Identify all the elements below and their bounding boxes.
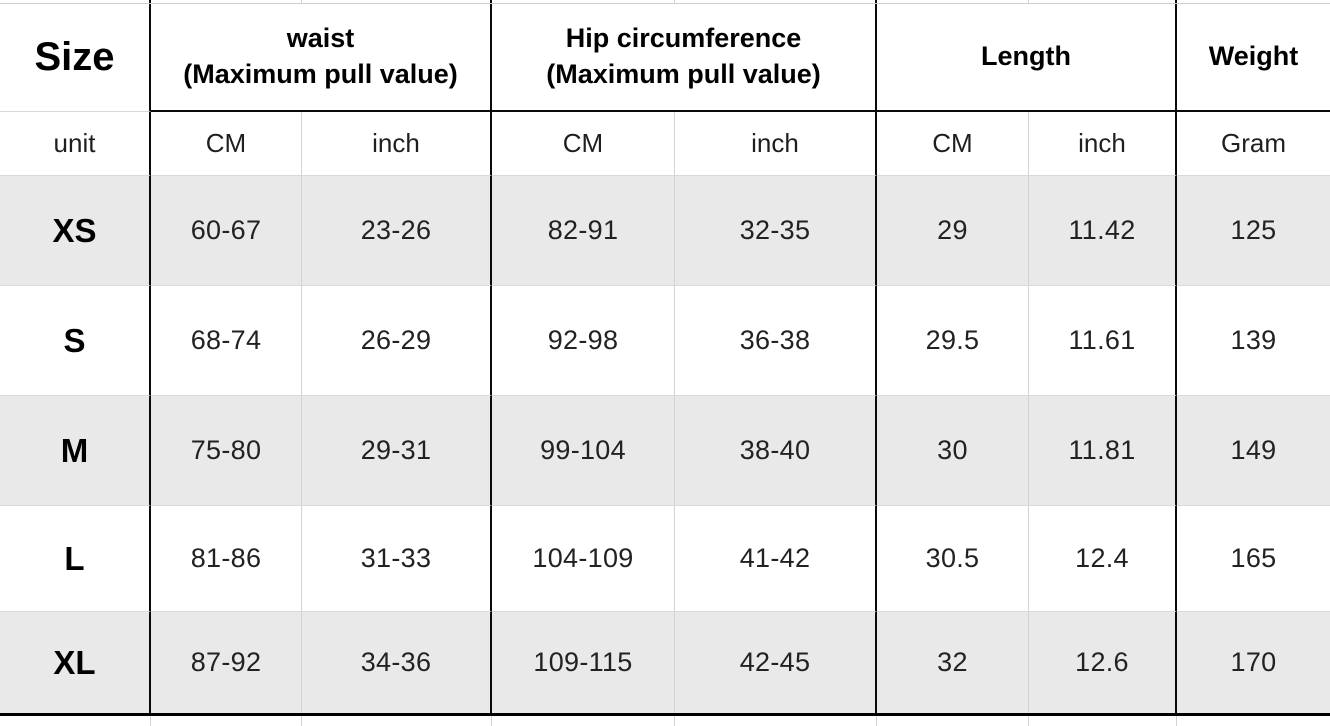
bottom-crop-sliver: [0, 716, 1330, 726]
unit-cell-hip-inch: inch: [675, 112, 877, 176]
column-group-waist: waist (Maximum pull value): [151, 4, 492, 112]
cell-hip-inch: 32-35: [675, 176, 877, 286]
cell-weight: 125: [1177, 176, 1330, 286]
cell-waist-inch: 34-36: [302, 612, 492, 713]
cell-hip-cm: 104-109: [492, 506, 675, 612]
cell-hip-inch: 42-45: [675, 612, 877, 713]
row-size-label: M: [0, 396, 151, 506]
top-crop-sliver: [0, 0, 1330, 4]
cell-waist-inch: 31-33: [302, 506, 492, 612]
cell-length-cm: 29: [877, 176, 1029, 286]
cell-hip-cm: 92-98: [492, 286, 675, 396]
cell-hip-inch: 41-42: [675, 506, 877, 612]
cell-weight: 149: [1177, 396, 1330, 506]
cell-waist-inch: 23-26: [302, 176, 492, 286]
column-group-hip: Hip circumference (Maximum pull value): [492, 4, 877, 112]
grid-line-stub: [302, 716, 492, 726]
row-size-label: L: [0, 506, 151, 612]
cell-length-cm: 29.5: [877, 286, 1029, 396]
cell-waist-inch: 29-31: [302, 396, 492, 506]
cell-hip-cm: 109-115: [492, 612, 675, 713]
cell-waist-inch: 26-29: [302, 286, 492, 396]
column-group-length: Length: [877, 4, 1177, 112]
cell-length-cm: 32: [877, 612, 1029, 713]
grid-line-stub: [0, 716, 151, 726]
unit-cell-waist-inch: inch: [302, 112, 492, 176]
unit-cell-hip-cm: CM: [492, 112, 675, 176]
unit-cell-waist-cm: CM: [151, 112, 302, 176]
cell-hip-cm: 82-91: [492, 176, 675, 286]
unit-cell-length-inch: inch: [1029, 112, 1177, 176]
unit-cell-weight-gram: Gram: [1177, 112, 1330, 176]
column-header-size: Size: [0, 4, 151, 112]
row-size-label: XS: [0, 176, 151, 286]
column-group-weight-label: Weight: [1208, 41, 1299, 72]
grid-line-stub: [877, 0, 1029, 3]
grid-line-stub: [1177, 0, 1330, 3]
grid-line-stub: [151, 0, 302, 3]
grid-line-stub: [1029, 0, 1177, 3]
cell-waist-cm: 87-92: [151, 612, 302, 713]
cell-weight: 170: [1177, 612, 1330, 713]
cell-hip-inch: 38-40: [675, 396, 877, 506]
grid-line-stub: [675, 716, 877, 726]
cell-length-cm: 30: [877, 396, 1029, 506]
cell-weight: 139: [1177, 286, 1330, 396]
cell-waist-cm: 60-67: [151, 176, 302, 286]
grid-line-stub: [151, 716, 302, 726]
unit-cell-length-cm: CM: [877, 112, 1029, 176]
column-group-weight: Weight: [1177, 4, 1330, 112]
cell-length-cm: 30.5: [877, 506, 1029, 612]
cell-waist-cm: 75-80: [151, 396, 302, 506]
column-group-waist-label: waist: [286, 23, 355, 54]
column-group-hip-label: Hip circumference: [565, 23, 802, 54]
column-group-hip-sublabel: (Maximum pull value): [546, 59, 821, 89]
cell-length-inch: 11.81: [1029, 396, 1177, 506]
unit-row-label: unit: [0, 112, 151, 176]
column-group-waist-sublabel: (Maximum pull value): [183, 59, 458, 89]
row-size-label: XL: [0, 612, 151, 713]
cell-length-inch: 11.42: [1029, 176, 1177, 286]
cell-hip-cm: 99-104: [492, 396, 675, 506]
grid-line-stub: [1177, 716, 1330, 726]
grid-line-stub: [1029, 716, 1177, 726]
cell-waist-cm: 68-74: [151, 286, 302, 396]
cell-length-inch: 11.61: [1029, 286, 1177, 396]
cell-weight: 165: [1177, 506, 1330, 612]
cell-length-inch: 12.4: [1029, 506, 1177, 612]
grid-line-stub: [877, 716, 1029, 726]
grid-line-stub: [0, 0, 151, 3]
cell-length-inch: 12.6: [1029, 612, 1177, 713]
grid-line-stub: [302, 0, 492, 3]
grid-line-stub: [675, 0, 877, 3]
cell-waist-cm: 81-86: [151, 506, 302, 612]
cell-hip-inch: 36-38: [675, 286, 877, 396]
size-chart-grid: Size waist (Maximum pull value) Hip circ…: [0, 4, 1330, 716]
row-size-label: S: [0, 286, 151, 396]
grid-line-stub: [492, 716, 675, 726]
grid-line-stub: [492, 0, 675, 3]
column-group-length-label: Length: [981, 41, 1071, 72]
